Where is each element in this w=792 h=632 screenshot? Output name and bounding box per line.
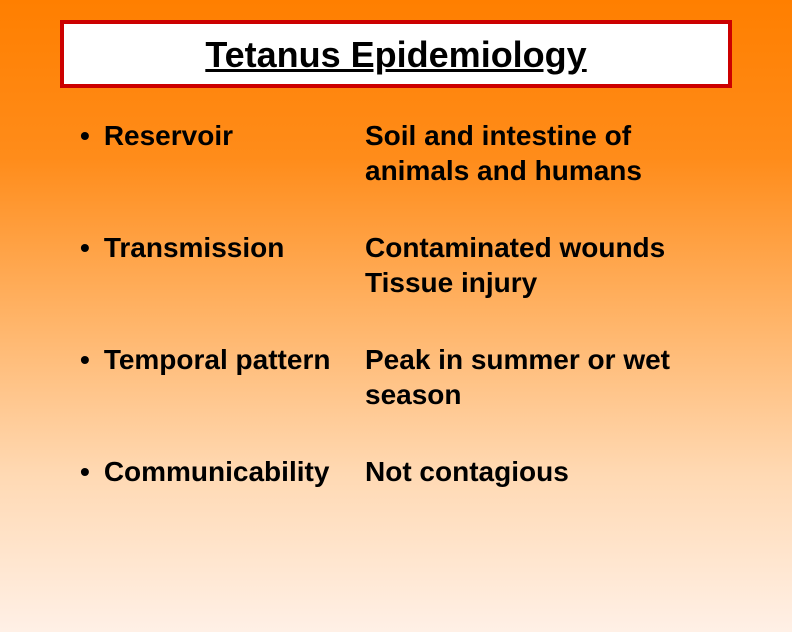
bullet-col: • Communicability: [80, 454, 365, 489]
bullet-col: • Transmission: [80, 230, 365, 300]
bullet-icon: •: [80, 342, 90, 377]
bullet-col: • Reservoir: [80, 118, 365, 188]
content-area: • Reservoir Soil and intestine of animal…: [0, 88, 792, 489]
row-value: Soil and intestine of animals and humans: [365, 118, 732, 188]
bullet-col: • Temporal pattern: [80, 342, 365, 412]
row-label: Communicability: [104, 454, 330, 489]
row-reservoir: • Reservoir Soil and intestine of animal…: [80, 118, 732, 188]
row-value: Peak in summer or wet season: [365, 342, 732, 412]
row-label: Reservoir: [104, 118, 233, 153]
row-label: Transmission: [104, 230, 285, 265]
row-temporal-pattern: • Temporal pattern Peak in summer or wet…: [80, 342, 732, 412]
title-box: Tetanus Epidemiology: [60, 20, 732, 88]
row-transmission: • Transmission Contaminated wounds Tissu…: [80, 230, 732, 300]
row-value: Contaminated wounds Tissue injury: [365, 230, 665, 300]
row-label: Temporal pattern: [104, 342, 331, 377]
slide-title: Tetanus Epidemiology: [205, 34, 586, 75]
row-value: Not contagious: [365, 454, 569, 489]
bullet-icon: •: [80, 454, 90, 489]
bullet-icon: •: [80, 118, 90, 153]
bullet-icon: •: [80, 230, 90, 265]
row-communicability: • Communicability Not contagious: [80, 454, 732, 489]
